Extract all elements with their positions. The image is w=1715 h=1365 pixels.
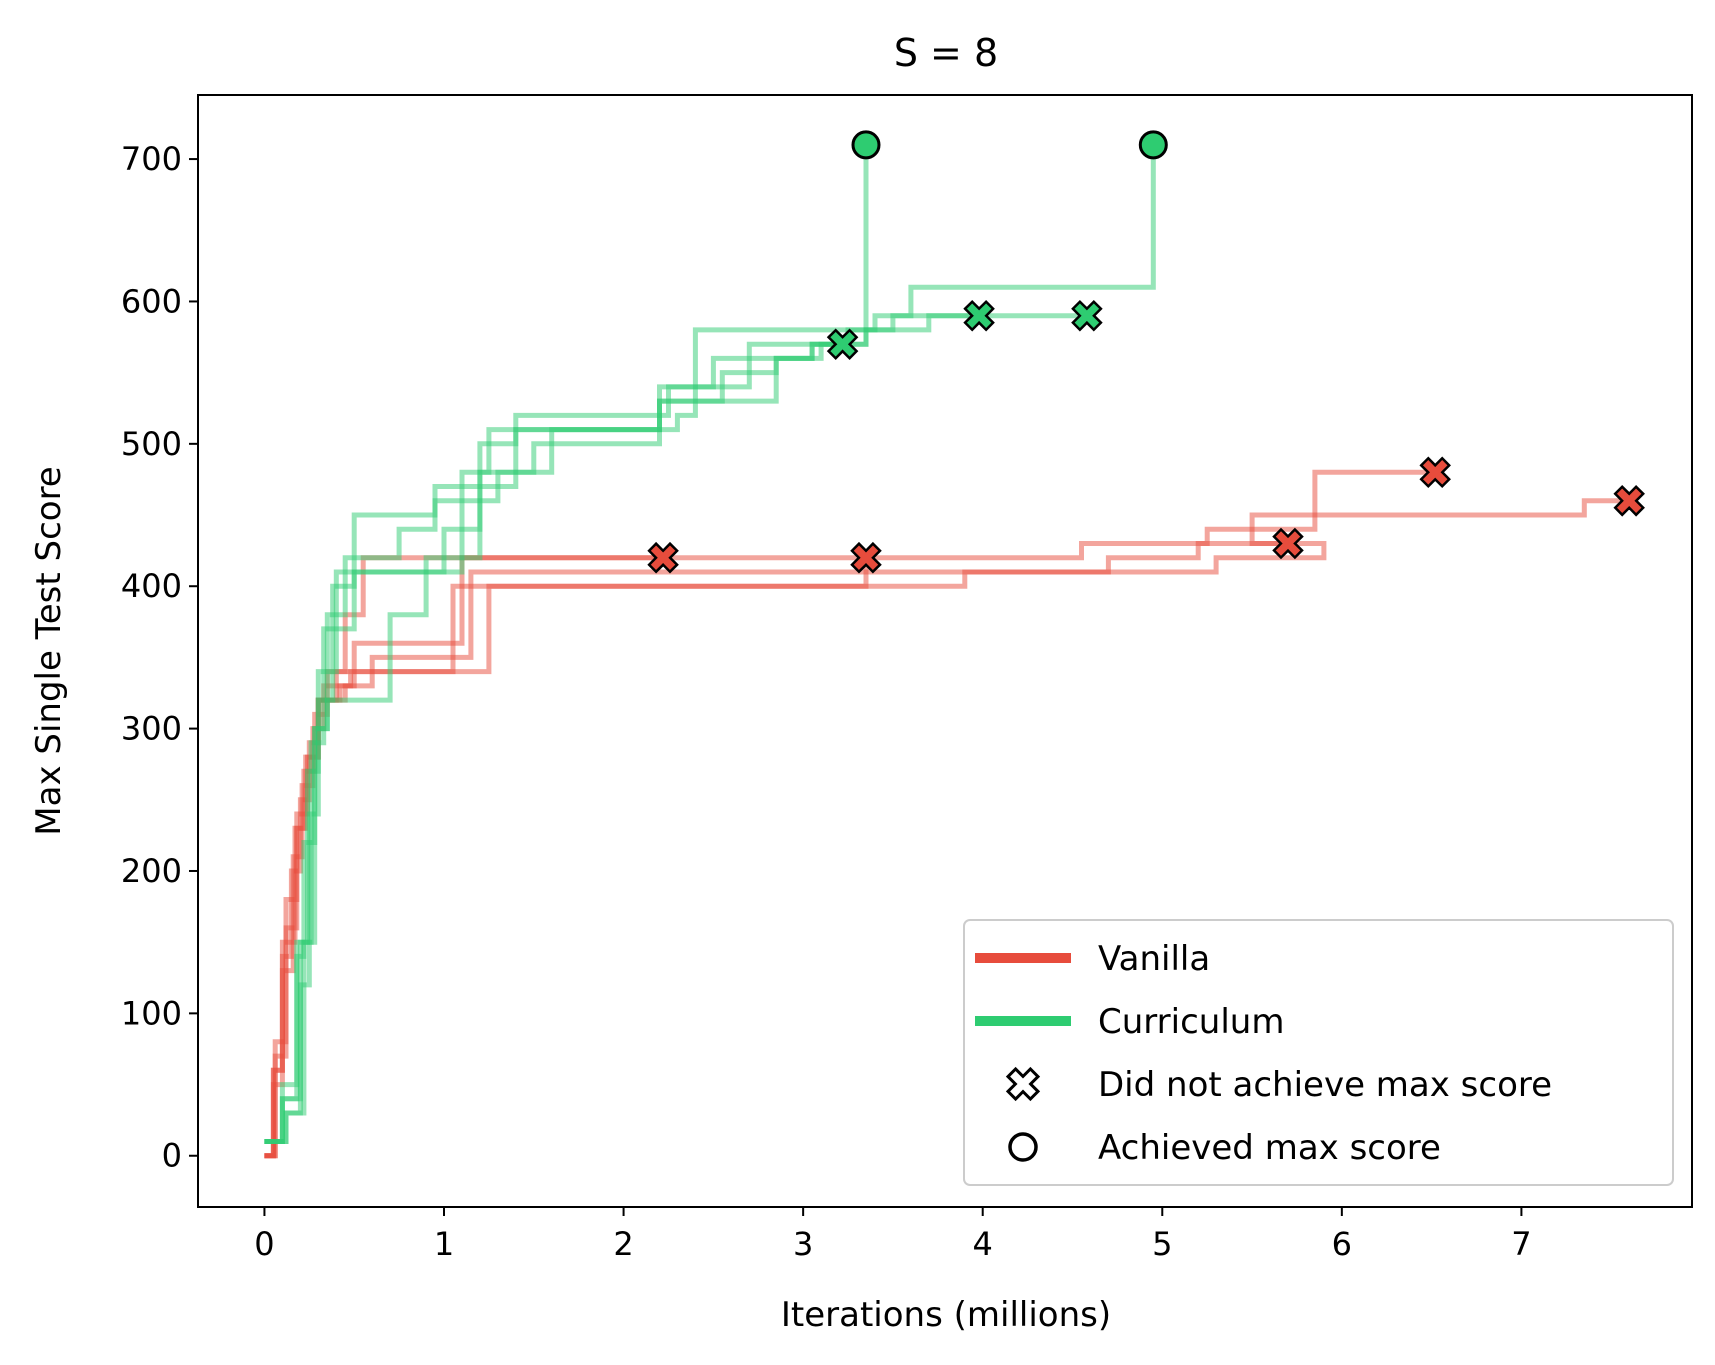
y-axis-label: Max Single Test Score xyxy=(29,466,69,835)
y-tick-label: 600 xyxy=(121,282,182,320)
series-line-vanilla-1 xyxy=(264,555,866,1159)
x-tick-label: 4 xyxy=(973,1225,993,1263)
y-tick-label: 200 xyxy=(121,852,182,890)
achieved-max-marker xyxy=(1138,130,1168,160)
legend-entry-3: Achieved max score xyxy=(1008,1128,1441,1168)
series-line-curriculum-9 xyxy=(264,313,1087,1144)
not-achieved-marker xyxy=(647,541,679,574)
legend-label: Did not achieve max score xyxy=(1098,1065,1552,1105)
not-achieved-marker xyxy=(1613,485,1645,517)
markers-layer xyxy=(647,130,1645,574)
y-tick-label: 0 xyxy=(162,1137,182,1175)
legend-o-marker-icon xyxy=(1008,1132,1038,1162)
not-achieved-marker xyxy=(1272,527,1304,560)
x-tick-label: 1 xyxy=(434,1225,454,1263)
x-tick-label: 0 xyxy=(254,1225,274,1263)
legend-entry-2: Did not achieve max score xyxy=(1005,1065,1552,1105)
x-tick-label: 5 xyxy=(1152,1225,1172,1263)
achieved-max-marker xyxy=(851,130,881,160)
legend-entry-0: Vanilla xyxy=(975,939,1210,979)
legend-label: Curriculum xyxy=(1098,1002,1284,1042)
not-achieved-marker xyxy=(1071,299,1103,332)
not-achieved-marker xyxy=(850,541,882,574)
legend-label: Achieved max score xyxy=(1098,1128,1441,1168)
y-tick-label: 500 xyxy=(121,425,182,463)
legend-label: Vanilla xyxy=(1098,939,1210,979)
series-line-vanilla-4 xyxy=(264,541,1288,1159)
axes-layer: 0 1 2 3 4 5 6 7 0 100 200 300 400 500 600 700 xyxy=(121,140,1532,1263)
x-tick-label: 3 xyxy=(793,1225,813,1263)
not-achieved-marker xyxy=(963,299,995,332)
legend-entry-1: Curriculum xyxy=(975,1002,1284,1042)
not-achieved-marker xyxy=(1419,456,1451,489)
plot-area-frame xyxy=(197,94,1693,1208)
chart-title: S = 8 xyxy=(894,31,998,75)
x-tick-label: 6 xyxy=(1332,1225,1352,1263)
y-tick-label: 300 xyxy=(121,710,182,748)
not-achieved-marker xyxy=(826,328,859,360)
x-axis-label: Iterations (millions) xyxy=(781,1295,1111,1335)
x-tick-label: 7 xyxy=(1511,1225,1531,1263)
legend: Vanilla Curriculum Did not achieve max sco… xyxy=(963,919,1674,1186)
legend-x-marker-icon xyxy=(1005,1066,1041,1102)
y-tick-label: 400 xyxy=(121,567,182,605)
legend-box xyxy=(963,919,1674,1186)
series-line-curriculum-8 xyxy=(264,313,980,1144)
lines-layer xyxy=(264,144,1630,1159)
y-tick-label: 100 xyxy=(121,994,182,1032)
x-tick-label: 2 xyxy=(613,1225,633,1263)
y-tick-label: 700 xyxy=(121,140,182,178)
